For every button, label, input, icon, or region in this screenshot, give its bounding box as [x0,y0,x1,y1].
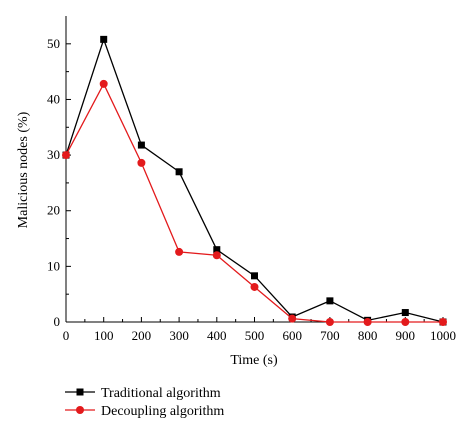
data-point [137,158,146,167]
data-point [401,309,409,317]
legend-item: Traditional algorithm [65,386,221,401]
series-line [65,37,444,323]
x-tick-label: 200 [132,328,152,343]
x-tick-label: 1000 [430,328,456,343]
series-2 [62,79,447,326]
x-tick-label: 300 [169,328,189,343]
data-point [62,151,70,160]
x-tick-label: 400 [207,328,227,343]
data-point [325,318,334,326]
data-point [212,251,221,260]
legend-label: Decoupling algorithm [101,404,224,419]
x-axis: 0 100 200 300 400 500 600 700 800 900 1000 [63,317,456,343]
data-point [251,272,258,280]
legend-marker [76,388,84,396]
y-tick-label: 30 [47,147,60,162]
y-tick-label: 0 [54,314,61,329]
series-1 [62,35,447,326]
y-tick-label: 20 [47,203,60,218]
legend-item: Decoupling algorithm [65,404,224,419]
y-axis-title: Malicious nodes (%) [16,111,31,228]
data-point [250,282,259,291]
data-point [175,168,183,176]
y-axis: 0 10 20 30 40 50 [47,36,71,329]
data-point [439,318,447,326]
legend-marker [76,406,84,414]
data-point [137,141,145,149]
legend: Traditional algorithm Decoupling algorith… [65,386,224,419]
y-tick-label: 50 [47,36,60,51]
x-tick-label: 500 [245,328,265,343]
x-tick-label: 100 [94,328,114,343]
data-point [363,318,372,326]
x-axis-title: Time (s) [230,353,278,368]
data-point [100,35,108,43]
data-point [326,297,334,305]
data-point [99,79,108,88]
x-tick-label: 600 [282,328,302,343]
data-point [175,247,184,256]
data-point [401,318,410,326]
y-tick-label: 40 [47,91,60,106]
data-point [288,314,297,323]
data-point [213,246,221,254]
legend-label: Traditional algorithm [101,386,221,401]
y-tick-label: 10 [47,258,60,273]
series-layer [62,35,447,326]
x-tick-label: 0 [63,328,70,343]
x-tick-label: 700 [320,328,340,343]
x-tick-label: 900 [396,328,416,343]
x-tick-label: 800 [358,328,378,343]
